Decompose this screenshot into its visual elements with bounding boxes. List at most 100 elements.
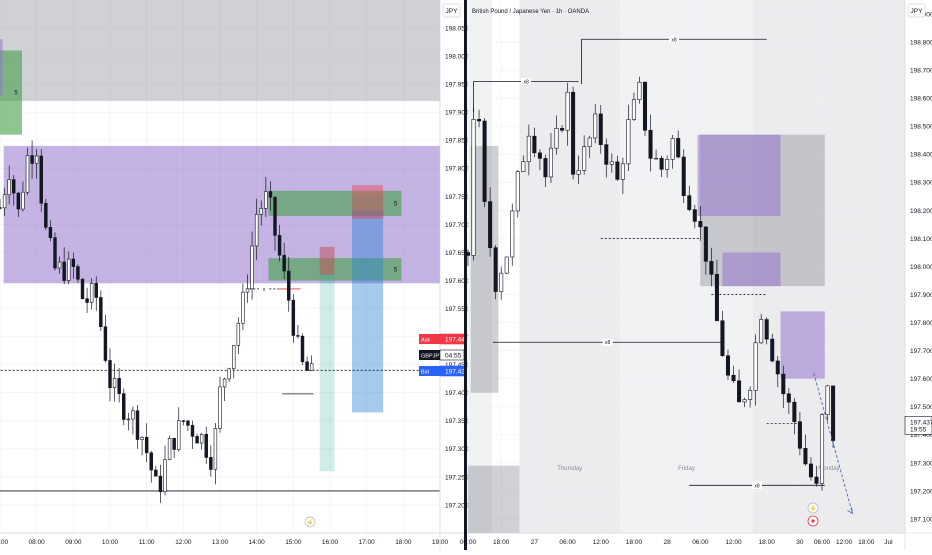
bar-countdown: 19:55 [910,426,927,433]
candle-bull [521,161,526,172]
candle-bull [576,170,581,175]
zone-purple-zone [697,134,781,217]
bid-tag [419,366,440,376]
session-label: Thursday [557,466,582,472]
candle-bear [117,378,121,394]
candle-bear [195,436,199,444]
zone-label: 5 [394,201,398,207]
candle-bull [626,119,631,165]
arrow-head [847,507,854,515]
candle-bear [560,128,565,131]
candle-bull [89,283,94,303]
candle-bull [748,390,753,400]
price-tick-label: 197.900 [445,110,469,117]
candle-bear [144,437,149,454]
level-label: x [263,287,266,293]
candle-bull [499,272,504,292]
price-tick-label: 197.400 [910,432,932,439]
lightning-icon[interactable] [807,502,819,514]
lightning-glyph: ⚡ [809,505,816,513]
candle-bull [742,399,747,403]
candle-bull [7,179,11,196]
price-tick-label: 197.700 [445,222,469,229]
panel-separator[interactable] [464,0,467,550]
candle-bear [158,475,163,493]
candle-bull [236,322,241,346]
price-tick-label: 197.800 [445,166,469,173]
candle-bear [209,457,213,470]
currency-label: JPY [446,8,459,15]
candle-bear [493,247,498,292]
level-label: x8 [523,79,529,85]
target-blue-zone [352,210,384,413]
candle-bull [140,437,144,440]
candle-bull [126,418,131,421]
candle-bull [593,113,598,139]
lightning-icon[interactable] [304,516,316,528]
zone-label: 5 [14,91,18,97]
candle-bear [797,421,802,449]
reward-teal-zone [352,196,384,413]
zone-label: 5 [394,267,398,273]
currency-box[interactable] [442,3,461,18]
candle-bear [16,192,21,210]
candle-bear [803,448,808,465]
time-tick-label: 19:00 [432,539,449,546]
reward-teal-zone [319,246,335,472]
level-label-bg [259,285,269,293]
current-price-value: 197.437 [910,419,932,426]
candle-bear [781,373,786,395]
candle-bear [731,374,736,382]
candle-bear [770,338,775,362]
price-tick-label: 198.600 [910,96,932,103]
candle-bear [149,452,153,471]
candle-bear [273,197,277,236]
candle-bear [615,161,620,180]
candle-bear [287,270,291,301]
time-tick-label: 06:00 [814,539,831,546]
price-tick-label: 197.550 [445,306,469,313]
time-tick-label: Jul [884,539,893,546]
price-tick-label: 198.800 [910,39,932,46]
currency-box[interactable] [907,3,926,18]
level-label-bg [752,481,763,489]
candle-bear [186,420,190,426]
candle-bear [76,266,80,280]
time-tick-label: 18:00 [493,539,510,546]
candle-bear [709,261,714,275]
candle-bear [53,237,57,269]
time-tick-label: 06:00 [692,539,709,546]
time-tick-label: 17:00 [359,539,376,546]
candle-bull [222,378,227,388]
ask-price-value: 197.449 [445,336,469,343]
price-tick-label: 198.700 [910,68,932,75]
time-tick-label: 10:00 [102,539,119,546]
candle-bear [108,360,112,388]
time-tick-label: 15:00 [285,539,302,546]
candle-bull [227,368,231,380]
price-axis [905,0,932,550]
level-label-bg [669,35,680,43]
lightning-glyph: ⚡ [306,519,313,527]
price-tick-label: 197.300 [910,460,932,467]
candle-bear [154,469,158,477]
price-tick-label: 197.100 [910,516,932,523]
zone-purple-zone [722,252,781,287]
candle-bear [268,191,273,198]
candle-bull [25,155,30,193]
time-tick-label: 11:00 [139,539,155,546]
price-tick-label: 198.100 [910,236,932,243]
candle-bear [204,434,208,458]
candle-bear [277,235,282,256]
candle-bear [786,393,791,403]
session-label: Monday [818,466,839,472]
price-tick-label: 197.650 [445,250,469,257]
candle-bear [676,138,681,158]
candle-bull [167,437,172,460]
time-tick-label: 06:00 [559,539,576,546]
time-tick-label: 18:00 [626,539,643,546]
candle-bull [759,319,764,344]
candle-bear [775,360,780,375]
candle-bull [232,345,236,370]
candle-bear [94,283,98,298]
